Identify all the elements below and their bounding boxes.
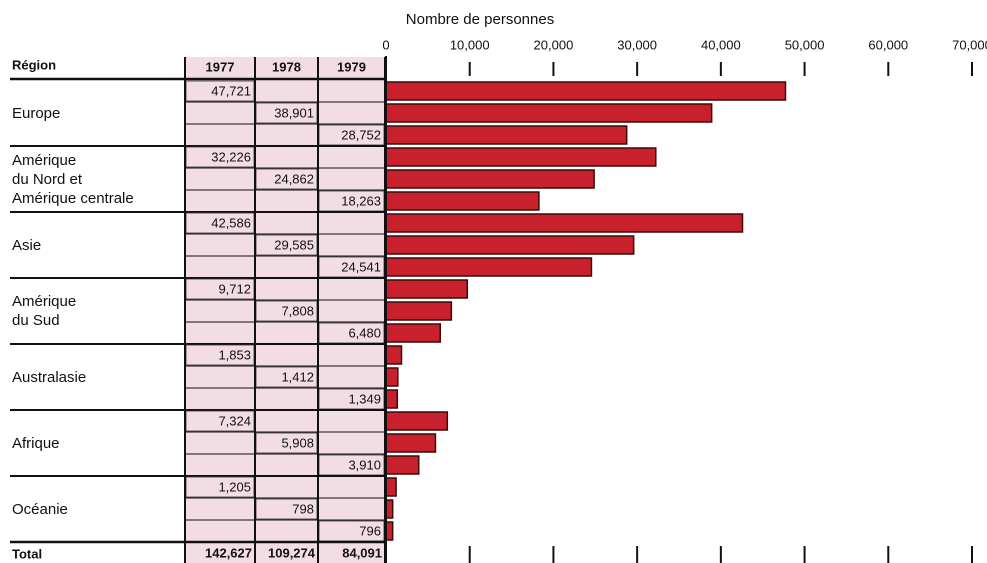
value-label: 32,226 <box>211 149 251 164</box>
bar <box>385 191 540 211</box>
x-tick-label: 60,000 <box>868 37 908 52</box>
bar <box>385 213 744 233</box>
bar <box>385 147 657 167</box>
value-label: 798 <box>292 501 314 516</box>
value-label: 7,324 <box>218 413 251 428</box>
total-value: 109,274 <box>268 545 316 560</box>
bar <box>385 389 399 409</box>
bar <box>385 301 453 321</box>
value-label: 796 <box>359 523 381 538</box>
value-label: 5,908 <box>281 435 314 450</box>
x-tick-label: 10,000 <box>450 37 490 52</box>
value-label: 1,853 <box>218 347 251 362</box>
bar <box>385 279 469 299</box>
x-tick-label: 50,000 <box>785 37 825 52</box>
value-label: 1,412 <box>281 369 314 384</box>
x-tick-label: 40,000 <box>701 37 741 52</box>
year-header: 1977 <box>206 59 235 74</box>
x-tick-label: 70,000 <box>952 37 987 52</box>
bar <box>385 81 787 101</box>
region-label: Afrique <box>12 434 60 452</box>
x-tick-label: 30,000 <box>617 37 657 52</box>
value-label: 24,541 <box>341 259 381 274</box>
total-value: 142,627 <box>205 545 252 560</box>
bar <box>385 103 713 123</box>
value-label: 7,808 <box>281 303 314 318</box>
bar <box>385 345 403 365</box>
total-label: Total <box>12 546 42 561</box>
bar <box>385 477 397 497</box>
axis-title: Nombre de personnes <box>406 11 554 28</box>
value-label: 42,586 <box>211 215 251 230</box>
bar <box>385 433 437 453</box>
table-background <box>185 57 385 563</box>
value-label: 47,721 <box>211 83 251 98</box>
region-label: Asie <box>12 236 42 254</box>
bar <box>385 125 628 145</box>
value-label: 29,585 <box>274 237 314 252</box>
value-label: 9,712 <box>218 281 251 296</box>
bar <box>385 455 420 475</box>
value-label: 3,910 <box>348 457 381 472</box>
year-header: 1978 <box>272 59 301 74</box>
year-header: 1979 <box>337 59 366 74</box>
bar <box>385 323 441 343</box>
value-label: 18,263 <box>341 193 381 208</box>
x-tick-label: 0 <box>382 37 389 52</box>
region-label: Europe <box>12 104 61 122</box>
x-tick-label: 20,000 <box>534 37 574 52</box>
region-label: Amérique du Sud <box>12 293 77 329</box>
bar <box>385 169 595 189</box>
value-label: 38,901 <box>274 105 314 120</box>
bar <box>385 235 635 255</box>
region-label: Océanie <box>12 500 68 518</box>
region-label: Amérique du Nord et Amérique centrale <box>12 151 134 207</box>
value-label: 24,862 <box>274 171 314 186</box>
bar <box>385 257 593 277</box>
value-label: 6,480 <box>348 325 381 340</box>
value-label: 1,205 <box>218 479 251 494</box>
region-header: Région <box>12 57 56 72</box>
region-label: Australasie <box>12 368 87 386</box>
value-label: 1,349 <box>348 391 381 406</box>
value-label: 28,752 <box>341 127 381 142</box>
bar <box>385 411 449 431</box>
bar <box>385 499 394 519</box>
bar <box>385 367 399 387</box>
total-value: 84,091 <box>342 545 382 560</box>
